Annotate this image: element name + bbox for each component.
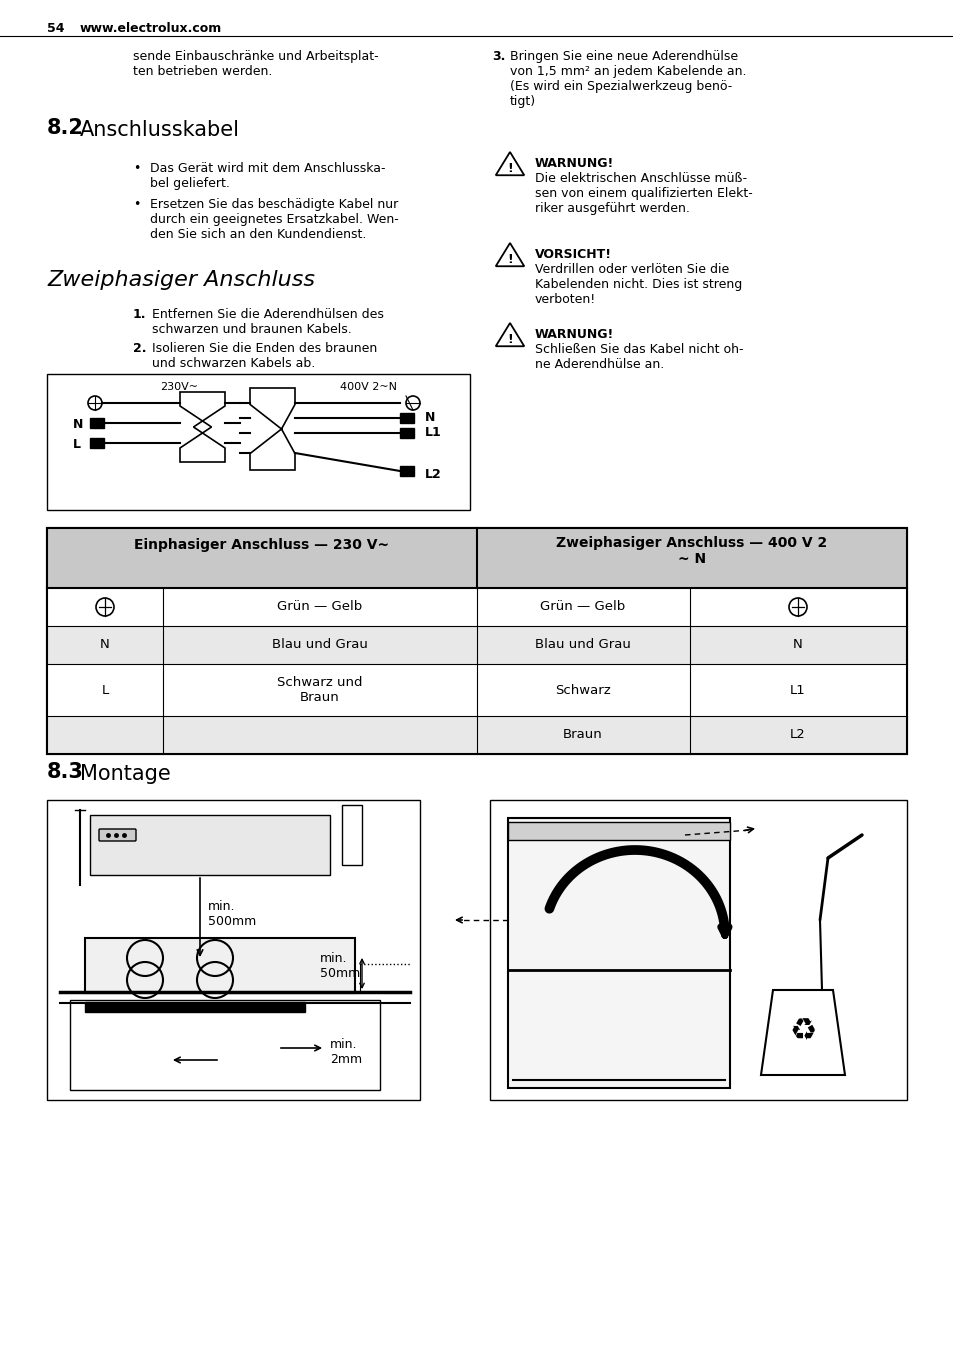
Text: Grün — Gelb: Grün — Gelb <box>539 600 625 614</box>
Text: 400V 2~N: 400V 2~N <box>339 383 396 392</box>
Text: L2: L2 <box>424 468 441 481</box>
Text: L1: L1 <box>789 684 805 696</box>
Text: Die elektrischen Anschlüsse müß-
sen von einem qualifizierten Elekt-
riker ausge: Die elektrischen Anschlüsse müß- sen von… <box>535 172 752 215</box>
FancyBboxPatch shape <box>341 804 361 865</box>
Text: 8.2: 8.2 <box>47 118 84 138</box>
Text: N: N <box>424 411 435 425</box>
Text: L: L <box>101 684 109 696</box>
Text: !: ! <box>507 333 513 346</box>
Text: N: N <box>792 638 802 652</box>
Text: •: • <box>132 162 140 174</box>
Text: L: L <box>73 438 81 452</box>
Text: Bringen Sie eine neue Aderendhülse
von 1,5 mm² an jedem Kabelende an.
(Es wird e: Bringen Sie eine neue Aderendhülse von 1… <box>510 50 745 108</box>
Text: sende Einbauschränke und Arbeitsplat-
ten betrieben werden.: sende Einbauschränke und Arbeitsplat- te… <box>132 50 378 78</box>
FancyBboxPatch shape <box>47 529 906 754</box>
Text: ♻: ♻ <box>788 1018 816 1046</box>
Text: 54: 54 <box>47 22 65 35</box>
FancyBboxPatch shape <box>399 412 414 423</box>
FancyBboxPatch shape <box>99 829 136 841</box>
FancyBboxPatch shape <box>507 822 729 840</box>
FancyBboxPatch shape <box>399 466 414 476</box>
FancyBboxPatch shape <box>90 418 104 429</box>
Text: min.
500mm: min. 500mm <box>208 900 256 927</box>
Polygon shape <box>250 388 294 470</box>
FancyBboxPatch shape <box>47 529 906 588</box>
Text: Blau und Grau: Blau und Grau <box>535 638 630 652</box>
FancyBboxPatch shape <box>47 375 470 510</box>
Text: N: N <box>100 638 110 652</box>
Text: L2: L2 <box>789 729 805 741</box>
FancyBboxPatch shape <box>47 800 419 1101</box>
Text: Schwarz und
Braun: Schwarz und Braun <box>277 676 362 704</box>
Text: Einphasiger Anschluss — 230 V~: Einphasiger Anschluss — 230 V~ <box>134 538 389 552</box>
Text: Schwarz: Schwarz <box>555 684 610 696</box>
Text: Zweiphasiger Anschluss: Zweiphasiger Anschluss <box>47 270 314 289</box>
Text: Blau und Grau: Blau und Grau <box>272 638 368 652</box>
FancyBboxPatch shape <box>90 438 104 448</box>
Text: Braun: Braun <box>562 729 602 741</box>
Text: !: ! <box>507 253 513 266</box>
Text: www.electrolux.com: www.electrolux.com <box>80 22 222 35</box>
Text: Verdrillen oder verlöten Sie die
Kabelenden nicht. Dies ist streng
verboten!: Verdrillen oder verlöten Sie die Kabelen… <box>535 264 741 306</box>
FancyBboxPatch shape <box>47 588 906 626</box>
Text: 8.3: 8.3 <box>47 763 84 781</box>
Text: Entfernen Sie die Aderendhülsen des
schwarzen und braunen Kabels.: Entfernen Sie die Aderendhülsen des schw… <box>152 308 383 337</box>
FancyBboxPatch shape <box>70 1000 379 1090</box>
Text: •: • <box>132 197 140 211</box>
Text: 3.: 3. <box>492 50 505 64</box>
FancyBboxPatch shape <box>47 664 906 717</box>
Text: Isolieren Sie die Enden des braunen
und schwarzen Kabels ab.: Isolieren Sie die Enden des braunen und … <box>152 342 376 370</box>
Text: min.
2mm: min. 2mm <box>330 1038 362 1065</box>
Text: 2.: 2. <box>132 342 147 356</box>
FancyBboxPatch shape <box>85 1002 305 1013</box>
FancyBboxPatch shape <box>47 717 906 754</box>
Text: 230V~: 230V~ <box>160 383 198 392</box>
Text: VORSICHT!: VORSICHT! <box>535 247 612 261</box>
Text: WARNUNG!: WARNUNG! <box>535 157 614 170</box>
Text: Schließen Sie das Kabel nicht oh-
ne Aderendhülse an.: Schließen Sie das Kabel nicht oh- ne Ade… <box>535 343 742 370</box>
Text: Grün — Gelb: Grün — Gelb <box>277 600 362 614</box>
Text: Das Gerät wird mit dem Anschlusska-
bel geliefert.: Das Gerät wird mit dem Anschlusska- bel … <box>150 162 385 191</box>
Text: Ersetzen Sie das beschädigte Kabel nur
durch ein geeignetes Ersatzkabel. Wen-
de: Ersetzen Sie das beschädigte Kabel nur d… <box>150 197 398 241</box>
Text: WARNUNG!: WARNUNG! <box>535 329 614 341</box>
Text: N: N <box>73 418 83 431</box>
Text: Montage: Montage <box>80 764 171 784</box>
FancyBboxPatch shape <box>399 429 414 438</box>
Text: Zweiphasiger Anschluss — 400 V 2
~ N: Zweiphasiger Anschluss — 400 V 2 ~ N <box>556 535 827 566</box>
FancyBboxPatch shape <box>47 626 906 664</box>
FancyBboxPatch shape <box>507 818 729 1088</box>
FancyBboxPatch shape <box>85 938 355 992</box>
Text: !: ! <box>507 162 513 174</box>
Text: 1.: 1. <box>132 308 147 320</box>
FancyBboxPatch shape <box>490 800 906 1101</box>
Text: Anschlusskabel: Anschlusskabel <box>80 120 240 141</box>
Text: L1: L1 <box>424 426 441 439</box>
Text: min.
50mm: min. 50mm <box>319 952 360 980</box>
FancyBboxPatch shape <box>90 815 330 875</box>
Polygon shape <box>180 392 225 462</box>
